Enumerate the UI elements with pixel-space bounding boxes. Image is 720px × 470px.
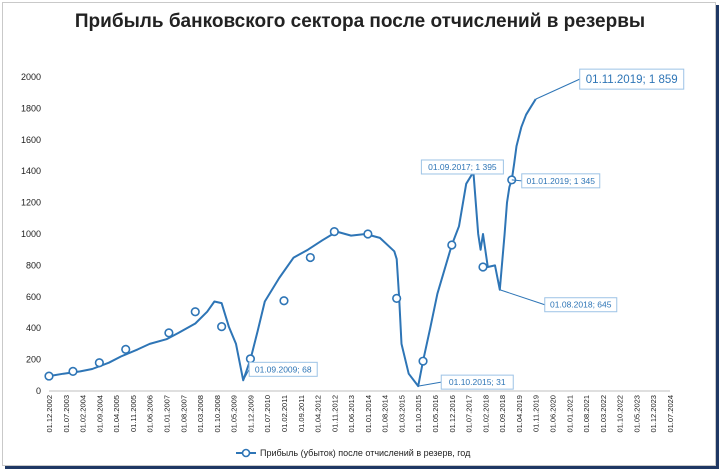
y-tick-label: 800 [26,260,41,270]
x-tick-label: 01.08.2007 [179,395,188,433]
x-tick-label: 01.01.2007 [162,395,171,433]
annotation-box [440,374,514,390]
annotation-leader [418,381,442,387]
x-tick-label: 01.07.2003 [62,395,71,433]
x-tick-label: 01.05.2009 [230,395,239,433]
x-tick-label: 01.08.2014 [381,395,390,433]
x-tick-label: 01.07.2010 [263,395,272,433]
data-point [447,240,457,250]
x-tick-label: 01.12.2016 [448,395,457,433]
y-tick-label: 400 [26,323,41,333]
x-tick-label: 01.10.2008 [213,395,222,433]
data-point [190,307,200,317]
x-tick-label: 01.06.2006 [146,395,155,433]
annotation-leader [499,289,545,306]
x-tick-label: 01.11.2012 [330,395,339,432]
annotation-leader [242,369,250,381]
x-tick-label: 01.03.2008 [196,395,205,433]
data-point [245,354,256,364]
x-tick-label: 01.07.2017 [465,395,474,433]
x-tick-label: 01.05.2023 [632,395,641,433]
annotation-label: 01.01.2019; 1 345 [526,176,595,186]
x-tick-label: 01.04.2005 [112,395,121,433]
x-tick-label: 01.11.2005 [129,395,138,432]
annotation-box [579,68,685,90]
x-tick-label: 01.01.2014 [364,395,373,433]
data-point [478,262,488,272]
data-point [279,296,289,306]
x-tick-label: 01.06.2020 [549,395,558,433]
data-point [164,328,174,338]
x-tick-label: 01.04.2019 [515,395,524,433]
y-tick-label: 1600 [21,135,41,145]
x-tick-label: 01.12.2009 [246,395,255,433]
annotation-box [544,297,618,313]
x-tick-label: 01.03.2015 [397,395,406,433]
y-tick-label: 1000 [21,229,41,239]
x-tick-label: 01.03.2022 [599,395,608,433]
y-tick-label: 200 [26,355,41,365]
y-tick-label: 600 [26,292,41,302]
x-tick-label: 01.02.2004 [79,395,88,433]
y-tick-label: 1200 [21,198,41,208]
series-line [48,98,537,388]
x-tick-label: 01.02.2018 [481,395,490,433]
data-point [217,322,227,332]
x-tick-label: 01.12.2002 [45,395,54,433]
annotation-box [521,173,601,189]
data-point [68,366,78,376]
data-point [94,358,104,368]
x-tick-label: 01.11.2019 [532,395,541,432]
x-tick-label: 01.10.2022 [616,395,625,433]
legend-marker [241,448,251,458]
y-tick-label: 2000 [21,72,41,82]
legend-label: Прибыль (убыток) после отчислений в резе… [260,448,471,458]
annotation-box [248,361,318,377]
data-point [44,371,54,381]
annotation-label: 01.10.2015; 31 [449,377,506,387]
annotation-box [420,159,504,175]
data-point [305,252,315,263]
x-tick-label: 01.09.2011 [297,395,306,432]
x-tick-label: 01.01.2021 [565,395,574,433]
annotation-leader [535,78,580,100]
annotation-label: 01.09.2009; 68 [255,364,312,374]
data-point [121,344,131,354]
annotation-label: 01.11.2019; 1 859 [586,74,678,86]
data-point [418,356,428,366]
x-tick-label: 01.04.2012 [314,395,323,433]
x-tick-label: 01.12.2023 [649,395,658,433]
y-tick-label: 1400 [21,166,41,176]
x-tick-label: 01.02.2011 [280,395,289,432]
data-point [329,227,339,237]
x-tick-label: 01.10.2015 [414,395,423,433]
y-tick-label: 0 [36,386,41,396]
annotation-label: 01.09.2017; 1 395 [428,162,497,172]
chart-title: Прибыль банковского сектора после отчисл… [74,11,646,32]
y-tick-label: 1800 [21,103,41,113]
x-tick-label: 01.09.2004 [95,395,104,433]
data-point [392,293,402,303]
data-point [363,229,373,239]
x-tick-label: 01.07.2024 [666,395,675,433]
x-tick-label: 01.09.2018 [498,395,507,433]
x-tick-label: 01.05.2016 [431,395,440,433]
annotation-leader [511,179,522,182]
x-tick-label: 01.08.2021 [582,395,591,433]
x-tick-label: 01.06.2013 [347,395,356,433]
annotation-label: 01.08.2018; 645 [550,300,612,310]
